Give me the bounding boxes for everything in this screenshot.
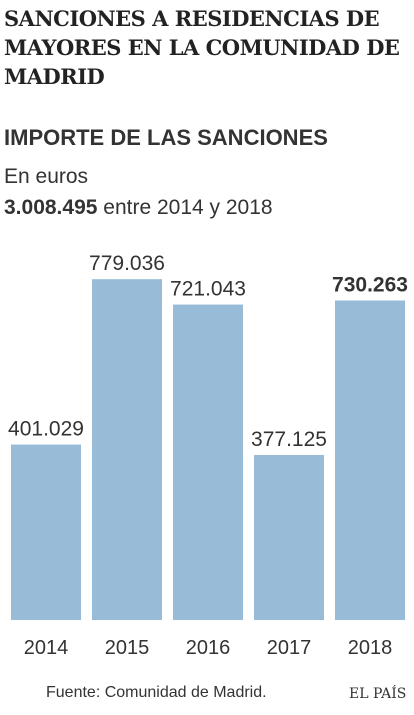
value-label-2018: 730.263 <box>332 274 408 297</box>
total-value: 3.008.495 <box>4 196 98 219</box>
headline: Sanciones a residencias de mayores en la… <box>4 6 400 89</box>
value-label-2016: 721.043 <box>170 278 246 301</box>
category-label-2017: 2017 <box>267 637 312 659</box>
brand-logo: EL PAÍS <box>349 686 407 702</box>
total-text: entre 2014 y 2018 <box>97 196 273 219</box>
bar-2014 <box>11 444 81 620</box>
bar-2015 <box>92 279 162 620</box>
category-label-2016: 2016 <box>186 637 231 659</box>
chart-title: IMPORTE DE LAS SANCIONES <box>4 125 328 150</box>
bar-2017 <box>254 455 324 620</box>
chart-subtitle: En euros <box>4 165 89 188</box>
total-summary: 3.008.495 entre 2014 y 2018 <box>4 194 273 222</box>
category-label-2018: 2018 <box>348 637 393 659</box>
value-label-2017: 377.125 <box>251 428 327 451</box>
value-label-2015: 779.036 <box>89 252 165 275</box>
category-label-2014: 2014 <box>24 637 69 659</box>
bar-2016 <box>173 304 243 620</box>
bar-2018 <box>335 300 405 620</box>
value-label-2014: 401.029 <box>8 418 84 441</box>
category-label-2015: 2015 <box>105 637 150 659</box>
source-note: Fuente: Comunidad de Madrid. <box>46 684 267 701</box>
bar-chart: 401.029 2014 779.036 2015 721.043 2016 377.125… <box>8 252 408 659</box>
